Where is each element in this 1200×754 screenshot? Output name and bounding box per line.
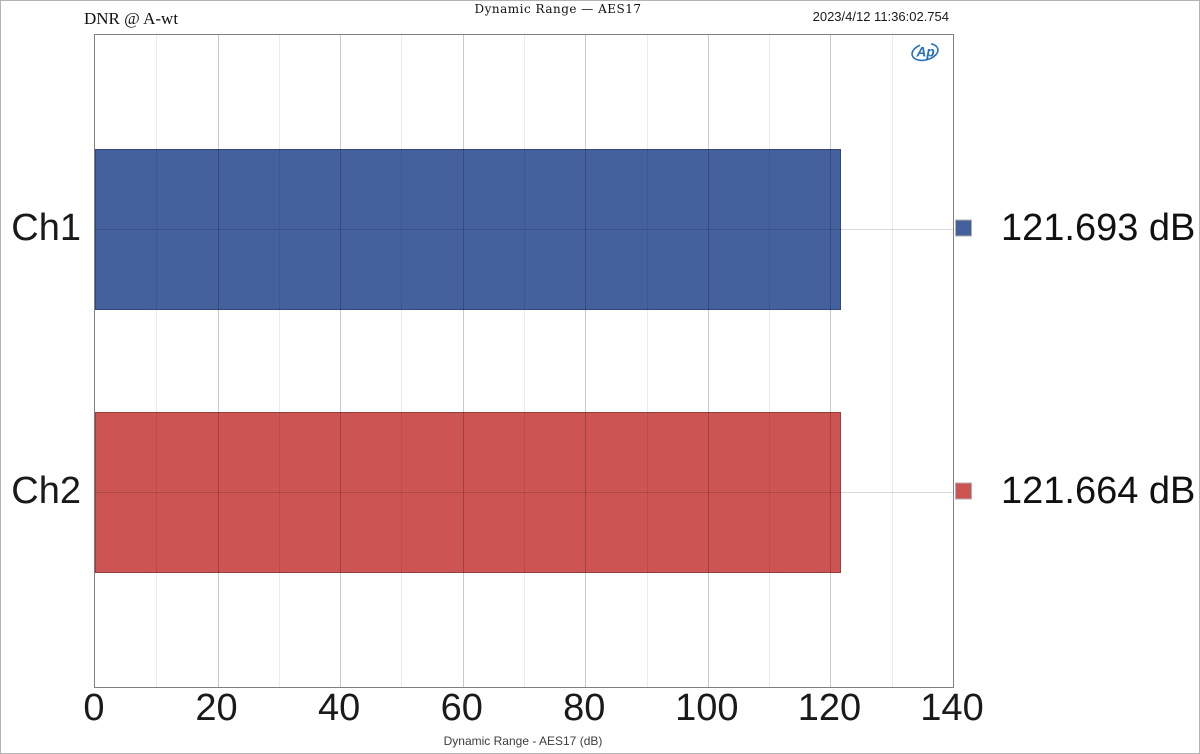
x-tick-label-80: 80 (563, 687, 606, 729)
minor-gridline-50 (401, 35, 403, 687)
minor-gridline-110 (769, 35, 771, 687)
y-label-ch1: Ch1 (11, 207, 81, 249)
x-tick-label-100: 100 (675, 687, 739, 729)
legend-marker-ch1 (955, 219, 972, 237)
x-tick-label-20: 20 (195, 687, 238, 729)
measurement-label: DNR @ A-wt (84, 9, 179, 28)
bar-ch2 (95, 411, 841, 573)
audio-precision-logo-text: Ap (916, 45, 935, 60)
minor-gridline-30 (278, 35, 280, 687)
minor-gridline-70 (524, 35, 525, 687)
minor-gridline-10 (156, 35, 158, 687)
x-tick-label-140: 140 (920, 687, 984, 729)
legend-value-ch2: 121.664 dB (1001, 470, 1196, 512)
x-tick-label-60: 60 (440, 687, 483, 729)
timestamp: 2023/4/12 11:36:02.754 (812, 9, 949, 24)
major-gridline-120 (830, 35, 832, 687)
audio-precision-logo-icon: Ap (911, 42, 939, 62)
minor-gridline-130 (891, 35, 893, 687)
major-gridline-20 (217, 35, 219, 687)
chart-title: Dynamic Range — AES17 (474, 2, 642, 16)
category-gridline-ch1 (95, 229, 953, 230)
legend-marker-ch2 (955, 482, 972, 500)
major-gridline-40 (340, 35, 342, 687)
major-gridline-80 (585, 35, 587, 687)
plot-area[interactable]: Ap (94, 34, 954, 688)
bar-ch1 (95, 148, 841, 310)
category-gridline-ch2 (95, 492, 953, 493)
x-tick-label-0: 0 (83, 687, 105, 729)
major-gridline-100 (707, 35, 709, 687)
major-gridline-60 (462, 35, 464, 687)
y-label-ch2: Ch2 (11, 470, 81, 512)
minor-gridline-90 (646, 35, 648, 687)
x-tick-label-40: 40 (318, 687, 361, 729)
x-tick-label-120: 120 (797, 687, 862, 729)
legend-value-ch1: 121.693 dB (1001, 207, 1196, 249)
x-axis-title: Dynamic Range - AES17 (dB) (443, 734, 603, 748)
